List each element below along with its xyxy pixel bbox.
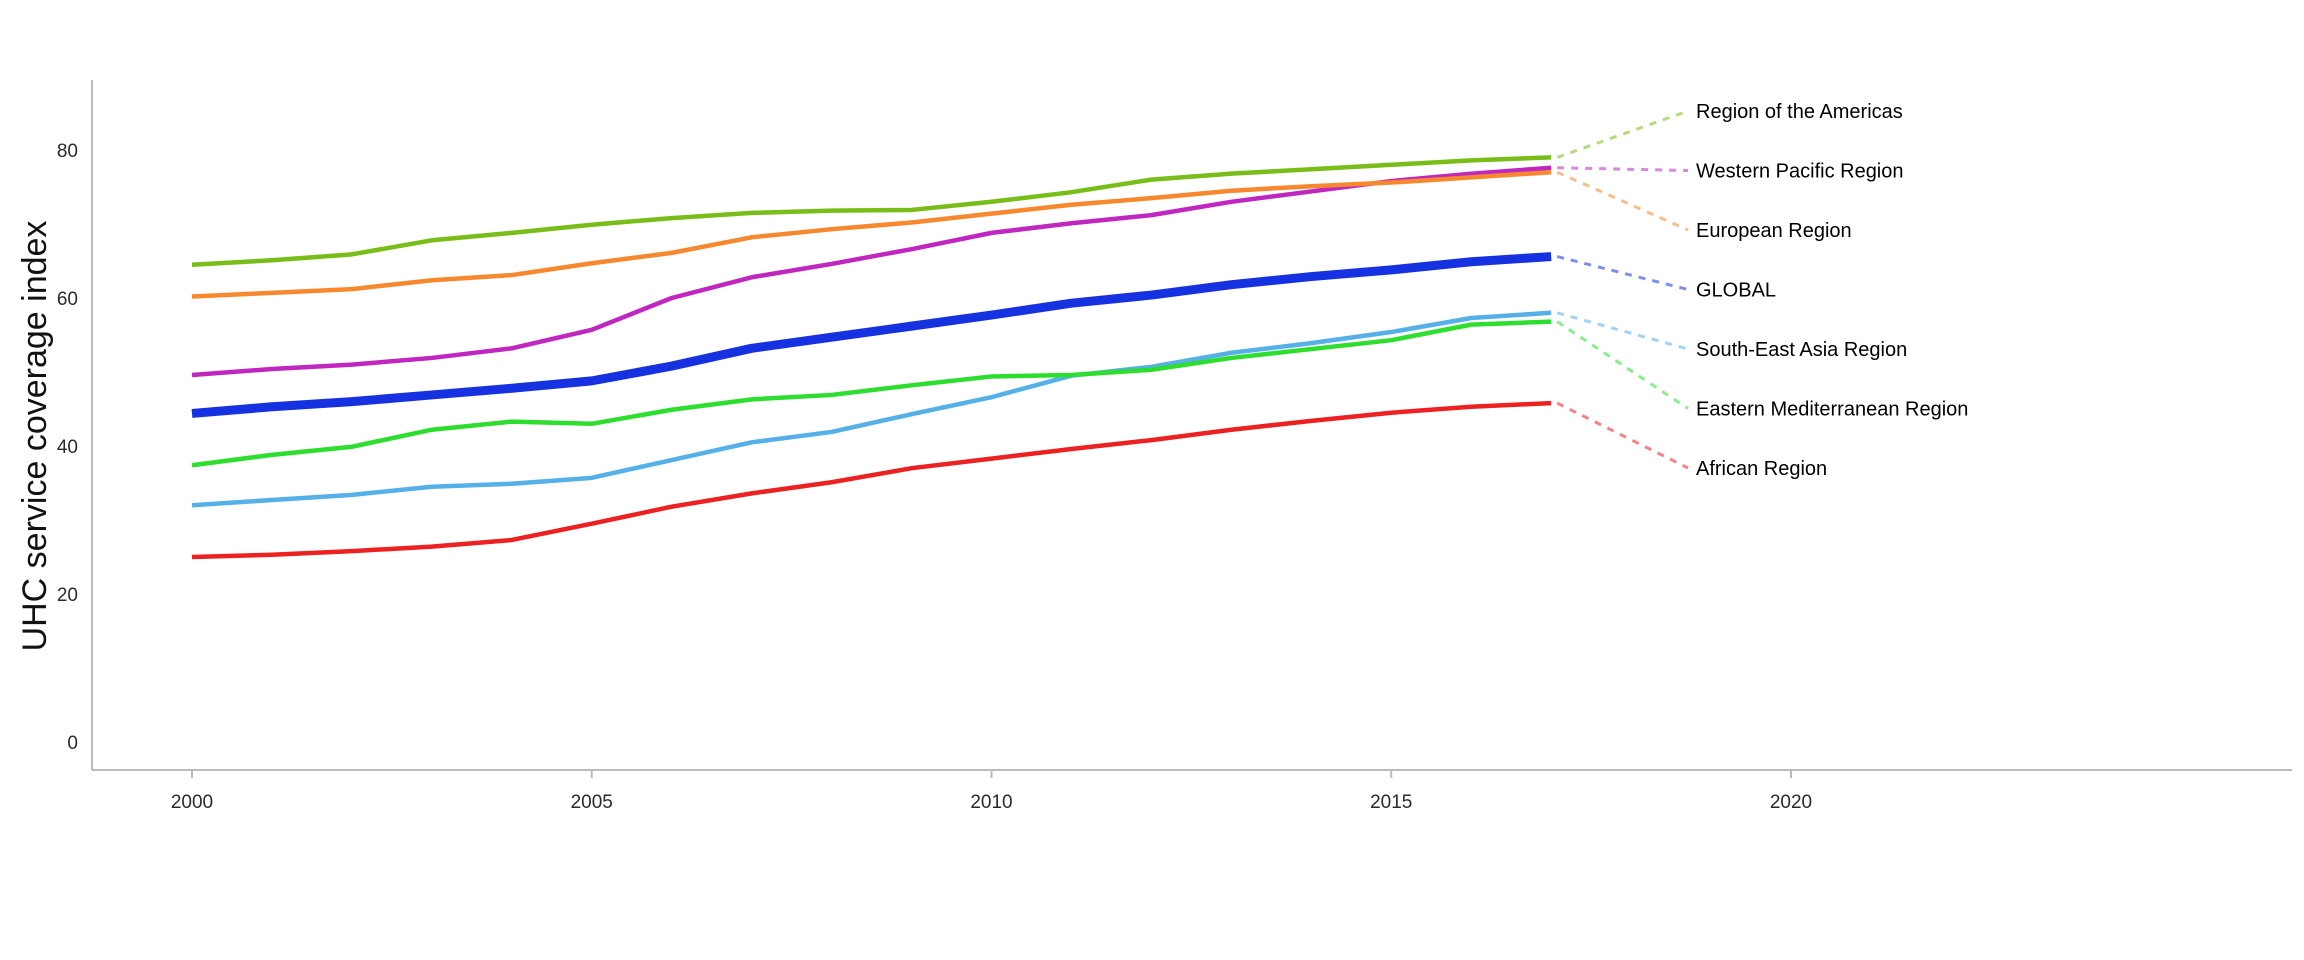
y-tick-label-80: 80	[57, 141, 78, 162]
legend-label-region-of-the-americas: Region of the Americas	[1696, 101, 1903, 123]
y-tick-label-20: 20	[57, 585, 78, 606]
y-tick-label-40: 40	[57, 437, 78, 458]
x-tick-label-2010: 2010	[970, 792, 1012, 813]
x-tick-label-2005: 2005	[571, 792, 613, 813]
x-tick-label-2000: 2000	[171, 792, 213, 813]
legend-leader-eastern-mediterranean-region	[1556, 320, 1689, 410]
legend-leader-region-of-the-americas	[1556, 109, 1689, 159]
legend-leader-global	[1556, 255, 1689, 291]
series-line-eastern-mediterranean-region	[191, 319, 1552, 468]
legend-leader-european-region	[1556, 170, 1689, 232]
series-line-african-region	[191, 400, 1552, 560]
legend-label-eastern-mediterranean-region: Eastern Mediterranean Region	[1696, 399, 1968, 421]
legend-label-western-pacific-region: Western Pacific Region	[1696, 161, 1904, 183]
legend-label-south-east-asia-region: South-East Asia Region	[1696, 339, 1907, 361]
legend-leader-western-pacific-region	[1557, 166, 1689, 172]
legend-leader-south-east-asia-region	[1556, 311, 1689, 351]
y-tick-label-0: 0	[67, 733, 78, 754]
legend-label-african-region: African Region	[1696, 458, 1827, 480]
legend-label-european-region: European Region	[1696, 220, 1852, 242]
y-axis-title: UHC service coverage index	[16, 221, 54, 652]
series-line-global	[191, 252, 1552, 418]
y-tick-label-60: 60	[57, 289, 78, 310]
x-tick-label-2020: 2020	[1770, 792, 1812, 813]
legend-leader-african-region	[1556, 401, 1689, 470]
x-tick-label-2015: 2015	[1370, 792, 1412, 813]
series-line-western-pacific-region	[191, 165, 1552, 378]
series-line-region-of-the-americas	[191, 155, 1552, 267]
legend-label-global: GLOBAL	[1696, 280, 1776, 302]
chart-generated-layer: 2000 2005 2010 2015 2020 0 20 40 60 80 Region of t…	[57, 101, 1969, 813]
series-line-south-east-asia-region	[191, 310, 1552, 508]
series-line-european-region	[191, 169, 1552, 299]
